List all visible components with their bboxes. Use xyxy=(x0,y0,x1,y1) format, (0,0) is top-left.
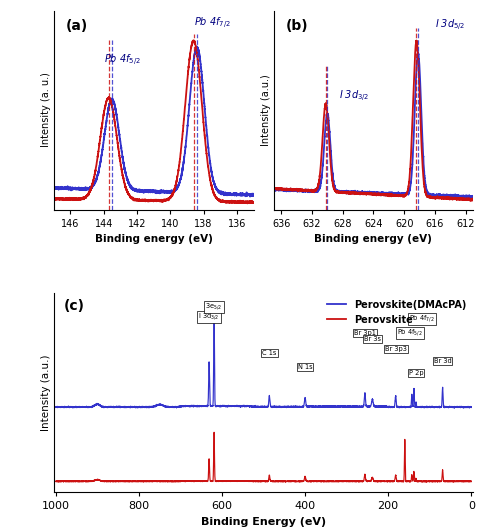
Text: (c): (c) xyxy=(64,299,85,313)
Text: I 3d$_{5/2}$: I 3d$_{5/2}$ xyxy=(435,18,466,33)
Text: 3e$_{5/2}$: 3e$_{5/2}$ xyxy=(205,302,223,312)
Text: P 2p: P 2p xyxy=(409,370,423,376)
Text: (b): (b) xyxy=(285,19,308,33)
Text: I 3d$_{3/2}$: I 3d$_{3/2}$ xyxy=(339,88,369,104)
Text: Pb 4f$_{5/2}$: Pb 4f$_{5/2}$ xyxy=(103,53,141,68)
Text: Pb 4f$_{7/2}$: Pb 4f$_{7/2}$ xyxy=(194,16,230,31)
Text: Br 3d: Br 3d xyxy=(434,358,451,363)
Text: Pb 4f$_{5/2}$: Pb 4f$_{5/2}$ xyxy=(397,327,423,338)
Text: (a): (a) xyxy=(66,19,88,33)
Text: Br 3s: Br 3s xyxy=(364,336,381,342)
X-axis label: Binding Energy (eV): Binding Energy (eV) xyxy=(201,516,326,526)
X-axis label: Binding energy (eV): Binding energy (eV) xyxy=(314,234,432,244)
Text: Br 3p3: Br 3p3 xyxy=(385,346,407,352)
Text: C 1s: C 1s xyxy=(262,350,277,355)
Y-axis label: Intensity (a. u.): Intensity (a. u.) xyxy=(41,72,51,148)
Y-axis label: Intensity (a.u.): Intensity (a.u.) xyxy=(41,354,51,431)
Legend: Perovskite(DMAcPA), Perovskite: Perovskite(DMAcPA), Perovskite xyxy=(325,298,468,327)
Y-axis label: Intensity (a.u.): Intensity (a.u.) xyxy=(261,74,271,146)
X-axis label: Binding energy (eV): Binding energy (eV) xyxy=(95,234,213,244)
Text: I 3d$_{3/2}$: I 3d$_{3/2}$ xyxy=(199,312,220,322)
Text: Br 3p1: Br 3p1 xyxy=(354,330,376,336)
Text: N 1s: N 1s xyxy=(298,363,312,370)
Text: Pb 4f$_{7/2}$: Pb 4f$_{7/2}$ xyxy=(409,314,435,324)
